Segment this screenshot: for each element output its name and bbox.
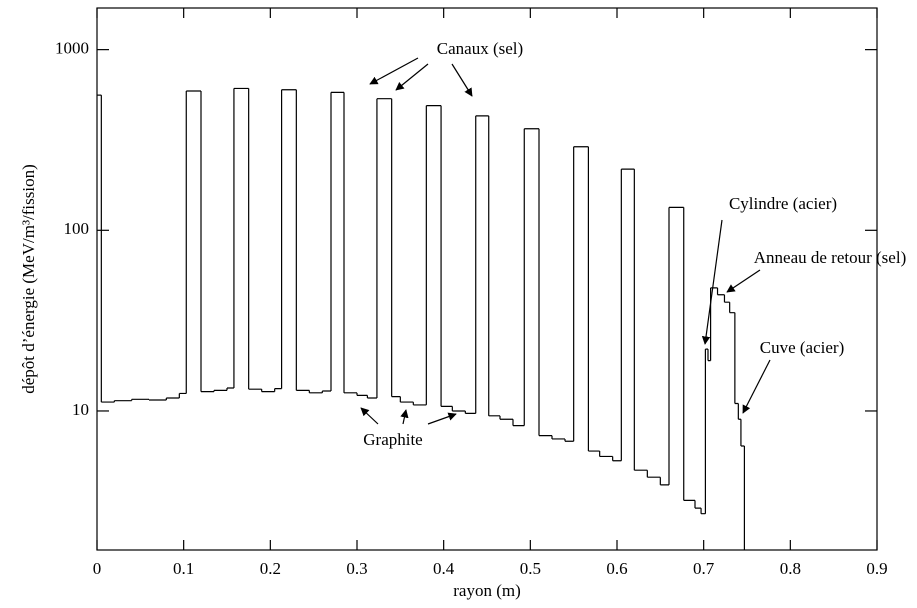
histogram-step [512,419,525,427]
histogram-step [710,287,718,361]
histogram-step [295,89,310,391]
histogram-step [376,98,392,398]
histogram-step [399,396,414,403]
histogram-step [233,87,249,389]
histogram-step [248,88,262,390]
histogram-step [599,451,613,458]
histogram-step [700,508,706,515]
histogram-step [261,389,275,393]
x-tick-label: 0.1 [173,559,194,578]
histogram-step [165,397,180,401]
x-tick-label: 0.6 [606,559,627,578]
histogram-step [564,438,574,442]
histogram-step [723,294,730,303]
histogram-step [620,168,635,461]
annotation: Canaux (sel) [437,39,523,58]
histogram-step [148,399,167,401]
y-tick-label: 1000 [55,39,89,58]
histogram-step [330,91,344,391]
histogram-step [100,95,115,403]
x-tick-label: 0.2 [260,559,281,578]
histogram-step [321,390,331,393]
histogram-step [523,128,539,426]
histogram-step [538,128,552,437]
histogram-step [412,402,427,406]
histogram-step [281,89,297,389]
histogram-step [356,392,368,396]
histogram-step [704,348,708,514]
x-tick-label: 0.9 [866,559,887,578]
histogram-step [451,406,466,412]
x-tick-label: 0.7 [693,559,715,578]
histogram-step [716,287,725,296]
histogram-step [213,389,227,392]
histogram-step [737,403,741,420]
histogram-step [131,398,149,401]
annotation-arrows [360,57,771,425]
histogram-step [488,115,500,417]
x-tick-label: 0 [93,559,102,578]
histogram-step [226,387,234,391]
annotation: Graphite [363,430,422,449]
histogram-step [573,146,589,442]
annotation: Anneau de retour (sel) [754,248,906,267]
histogram-step [366,395,377,399]
histogram-step [587,146,600,452]
histogram-step [659,477,669,486]
histogram-step [475,115,489,414]
histogram-step [185,90,201,394]
histogram-step [113,400,132,403]
histogram-step [551,435,565,440]
histogram-step [740,419,745,447]
x-tick-label: 0.4 [433,559,455,578]
histogram-step [274,387,282,392]
y-axis-label: dépôt d’énergie (MeV/m³/fission) [19,164,38,394]
histogram-step [683,207,695,501]
histogram-step [694,500,702,509]
histogram-step [200,91,214,393]
plot-frame [96,7,878,551]
histogram-step [612,456,622,462]
histogram-step [440,105,453,407]
x-axis-label: rayon (m) [453,581,521,600]
y-tick-label: 100 [64,219,90,238]
histogram-step [464,410,476,414]
histogram-step [343,92,357,394]
x-tick-label: 0.3 [346,559,367,578]
histogram-step [499,415,513,420]
histogram-step [646,470,661,478]
histogram-step [178,392,187,398]
x-tick-label: 0.5 [520,559,541,578]
annotation: Cylindre (acier) [729,194,837,213]
annotation: Cuve (acier) [760,338,844,357]
histogram-step [633,169,648,471]
histogram-step [729,302,735,314]
histogram-step [391,98,401,398]
y-tick-label: 10 [72,400,89,419]
histogram-step [425,105,442,405]
histogram-step [734,312,739,405]
histogram-step [668,206,684,485]
histogram-step [308,390,323,394]
x-tick-label: 0.8 [780,559,801,578]
